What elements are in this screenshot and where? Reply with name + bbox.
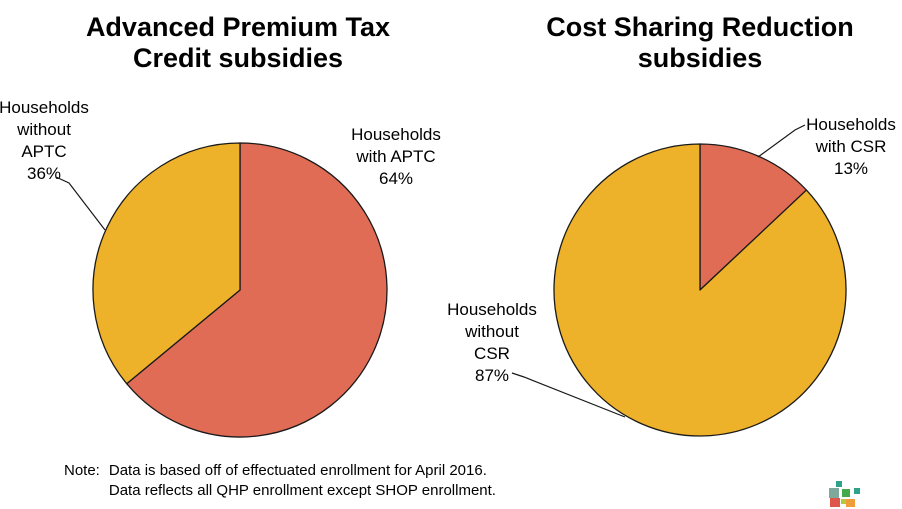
- note-label: Note:: [64, 462, 100, 479]
- logo-square: [829, 488, 839, 498]
- pie-aptc: [92, 142, 388, 438]
- note-text: Data is based off of effectuated enrollm…: [109, 461, 496, 501]
- logo-square: [830, 498, 840, 507]
- logo-square: [841, 499, 846, 504]
- callout-aptc-with: Households with APTC 64%: [351, 125, 441, 188]
- note: Note: Data is based off of effectuated e…: [64, 461, 496, 501]
- chart-title-csr: Cost Sharing Reduction subsidies: [546, 12, 854, 73]
- note-line-2: Data reflects all QHP enrollment except …: [108, 482, 496, 499]
- callout-aptc-without: Households without APTC 36%: [0, 98, 89, 183]
- logo-square: [846, 499, 855, 507]
- note-line-1: Data is based off of effectuated enrollm…: [108, 462, 487, 479]
- callout-csr-without: Households without CSR 87%: [447, 300, 537, 385]
- callout-csr-with: Households with CSR 13%: [806, 115, 896, 178]
- logo-square: [836, 481, 842, 487]
- pie-slice: [92, 142, 241, 385]
- logo-square: [854, 488, 860, 494]
- org-logo: [826, 478, 870, 509]
- pie-csr: [553, 143, 847, 437]
- logo-square: [842, 489, 850, 497]
- pie-slice: [126, 142, 388, 438]
- pie-slice: [553, 143, 847, 437]
- chart-title-aptc: Advanced Premium Tax Credit subsidies: [85, 12, 391, 73]
